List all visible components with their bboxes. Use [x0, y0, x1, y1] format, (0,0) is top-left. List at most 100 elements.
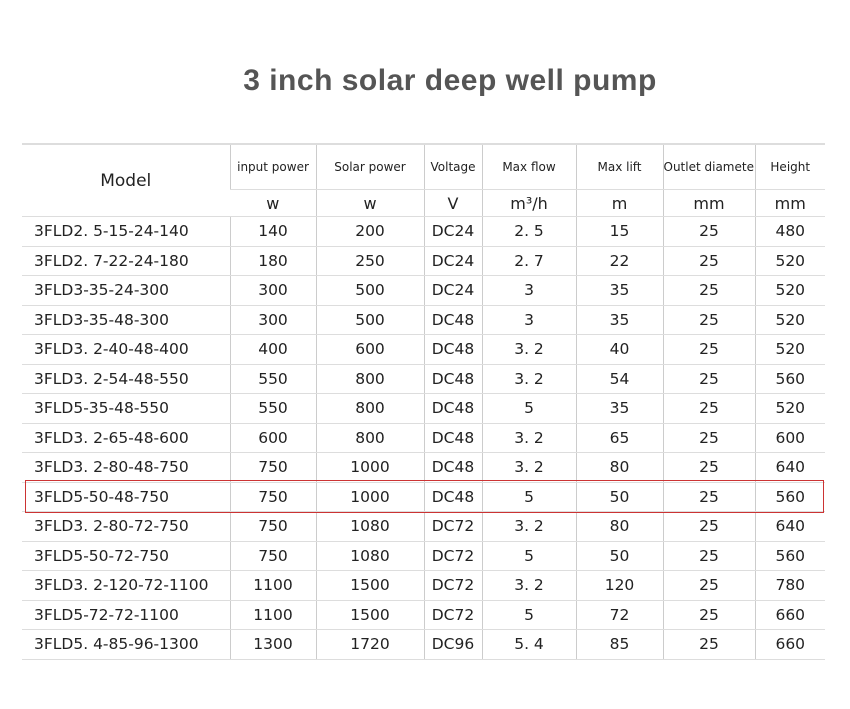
cell: DC72: [423, 570, 482, 601]
cell: 3FLD5-72-72-1100: [22, 600, 230, 630]
cell: 25: [662, 393, 755, 424]
data-row: 3FLD2. 5-15-24-140 140 200 DC24 2. 5 15 25 480: [22, 216, 825, 247]
cell: DC48: [423, 334, 482, 365]
unit-cell: m: [575, 189, 663, 217]
cell: 600: [315, 334, 424, 365]
cell: 480: [754, 216, 825, 247]
cell: DC48: [423, 452, 482, 483]
header-cell: Height: [754, 144, 825, 190]
cell: 780: [754, 570, 825, 601]
cell: 200: [315, 216, 424, 247]
cell: 50: [575, 541, 663, 571]
cell: DC48: [423, 305, 482, 335]
unit-cell: w: [230, 189, 316, 217]
cell: 800: [315, 423, 424, 453]
cell: DC72: [423, 600, 482, 630]
cell: 35: [575, 305, 663, 335]
cell: DC72: [423, 511, 482, 542]
cell: 640: [754, 452, 825, 483]
cell: 25: [662, 452, 755, 483]
data-row: 3FLD3. 2-65-48-600 600 800 DC48 3. 2 65 25 600: [22, 423, 825, 453]
header-cell: Max lift: [575, 144, 663, 190]
cell: 25: [662, 570, 755, 601]
cell: 520: [754, 246, 825, 276]
unit-cell: V: [423, 189, 482, 217]
cell: 1500: [315, 600, 424, 630]
cell: 5: [481, 541, 576, 571]
cell: 3. 2: [481, 511, 576, 542]
cell: DC24: [423, 246, 482, 276]
cell: 750: [229, 482, 316, 512]
cell: DC72: [423, 541, 482, 571]
cell: 520: [754, 275, 825, 306]
header-cell: Outlet diameter: [662, 144, 755, 190]
cell: 25: [662, 511, 755, 542]
cell: 660: [754, 600, 825, 630]
cell: 640: [754, 511, 825, 542]
table-body: Model input power Solar power Voltage Max fl…: [22, 144, 825, 660]
cell: 140: [229, 216, 316, 247]
cell: 800: [315, 364, 424, 394]
cell: 300: [229, 275, 316, 306]
cell: 1500: [315, 570, 424, 601]
data-row: 3FLD3. 2-80-72-750 750 1080 DC72 3. 2 80 25 640: [22, 511, 825, 542]
cell: 3FLD3. 2-120-72-1100: [22, 570, 230, 601]
cell: DC24: [423, 275, 482, 306]
cell: 5. 4: [481, 629, 576, 660]
cell: 3FLD3-35-48-300: [22, 305, 230, 335]
data-row: 3FLD3. 2-120-72-1100 1100 1500 DC72 3. 2 120 2…: [22, 570, 825, 601]
data-row: 3FLD3. 2-40-48-400 400 600 DC48 3. 2 40 25 520: [22, 334, 825, 365]
cell: 660: [754, 629, 825, 660]
cell: 1100: [229, 570, 316, 601]
cell: 250: [315, 246, 424, 276]
cell: 3FLD5-50-72-750: [22, 541, 230, 571]
header-cell: Solar power: [315, 144, 424, 190]
cell: 15: [575, 216, 663, 247]
cell: 750: [229, 511, 316, 542]
cell: 25: [662, 541, 755, 571]
cell: 600: [754, 423, 825, 453]
cell: 3FLD2. 7-22-24-180: [22, 246, 230, 276]
cell: 5: [481, 482, 576, 512]
cell: 35: [575, 393, 663, 424]
cell: 750: [229, 541, 316, 571]
data-row: 3FLD3-35-48-300 300 500 DC48 3 35 25 520: [22, 305, 825, 335]
cell: 25: [662, 482, 755, 512]
cell: 550: [229, 364, 316, 394]
cell: 1080: [315, 541, 424, 571]
header-cell: input power: [229, 144, 316, 190]
data-row: 3FLD3. 2-54-48-550 550 800 DC48 3. 2 54 25 560: [22, 364, 825, 394]
cell: 3FLD3. 2-54-48-550: [22, 364, 230, 394]
data-row: 3FLD2. 7-22-24-180 180 250 DC24 2. 7 22 25 520: [22, 246, 825, 276]
title: 3 inch solar deep well pump: [243, 64, 657, 97]
cell: 2. 5: [481, 216, 576, 247]
unit-cell: mm: [662, 189, 755, 217]
cell: 3FLD3. 2-65-48-600: [22, 423, 230, 453]
cell: 500: [315, 305, 424, 335]
cell: 3. 2: [481, 570, 576, 601]
cell: DC96: [423, 629, 482, 660]
cell: 35: [575, 275, 663, 306]
cell: 72: [575, 600, 663, 630]
cell: 800: [315, 393, 424, 424]
cell: DC48: [423, 364, 482, 394]
cell: 25: [662, 305, 755, 335]
cell: 25: [662, 334, 755, 365]
cell: 1100: [229, 600, 316, 630]
cell: 1000: [315, 452, 424, 483]
data-row: 3FLD5-50-48-750 750 1000 DC48 5 50 25 560: [22, 482, 825, 512]
unit-cell: w: [315, 189, 424, 217]
cell: 1720: [315, 629, 424, 660]
cell: 400: [229, 334, 316, 365]
cell: 3FLD5-50-48-750: [22, 482, 230, 512]
cell: 600: [229, 423, 316, 453]
cell: DC48: [423, 482, 482, 512]
cell: 180: [229, 246, 316, 276]
cell: 80: [575, 511, 663, 542]
cell: 3. 2: [481, 364, 576, 394]
cell: 560: [754, 541, 825, 571]
header-row: Model input power Solar power Voltage Max fl…: [22, 144, 825, 217]
data-row: 3FLD5-50-72-750 750 1080 DC72 5 50 25 560: [22, 541, 825, 571]
